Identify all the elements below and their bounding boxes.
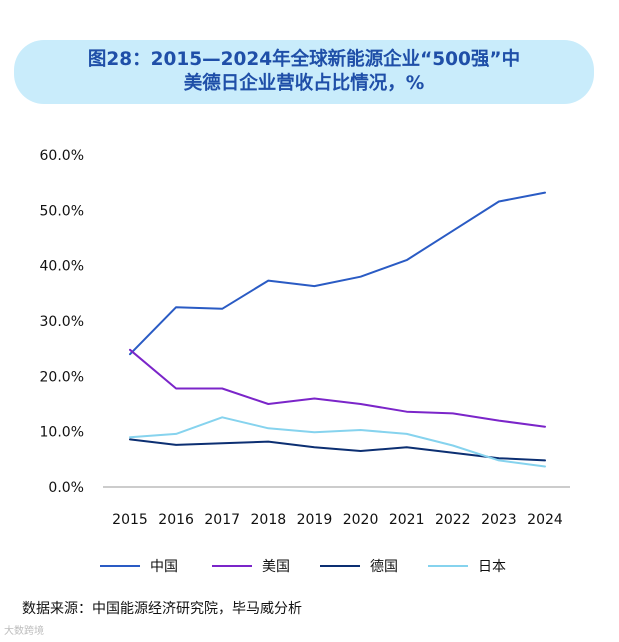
- y-tick-label: 20.0%: [40, 369, 84, 385]
- legend-label: 中国: [150, 559, 178, 575]
- data-source-note: 数据来源：中国能源经济研究院，毕马威分析: [22, 601, 302, 617]
- x-tick-label: 2018: [251, 512, 287, 528]
- series-line-1: [129, 191, 546, 356]
- chart-title-banner: 图28：2015—2024年全球新能源企业“500强”中 美德日企业营收占比情况…: [14, 40, 594, 104]
- x-tick-label: 2022: [435, 512, 471, 528]
- y-tick-label: 50.0%: [40, 203, 84, 219]
- legend-label: 日本: [478, 559, 506, 575]
- y-tick-label: 0.0%: [48, 480, 84, 496]
- y-tick-label: 30.0%: [40, 314, 84, 330]
- series-line-2: [129, 348, 546, 428]
- x-tick-label: 2015: [112, 512, 148, 528]
- x-tick-label: 2020: [343, 512, 379, 528]
- x-tick-label: 2023: [481, 512, 517, 528]
- x-tick-label: 2021: [389, 512, 425, 528]
- series-line-4: [129, 416, 546, 468]
- legend-label: 美国: [262, 559, 290, 575]
- x-tick-label: 2024: [527, 512, 563, 528]
- x-tick-label: 2016: [158, 512, 194, 528]
- x-tick-label: 2019: [297, 512, 333, 528]
- chart-title-line-1: 图28：2015—2024年全球新能源企业“500强”中: [87, 49, 521, 70]
- watermark: 大数跨境: [4, 626, 44, 637]
- y-tick-label: 40.0%: [40, 259, 84, 275]
- x-tick-label: 2017: [204, 512, 240, 528]
- chart-title-line-2: 美德日企业营收占比情况，%: [183, 73, 425, 94]
- series-line-3: [129, 438, 546, 462]
- y-tick-label: 60.0%: [40, 148, 84, 164]
- y-tick-label: 10.0%: [40, 425, 84, 441]
- legend-label: 德国: [370, 559, 398, 575]
